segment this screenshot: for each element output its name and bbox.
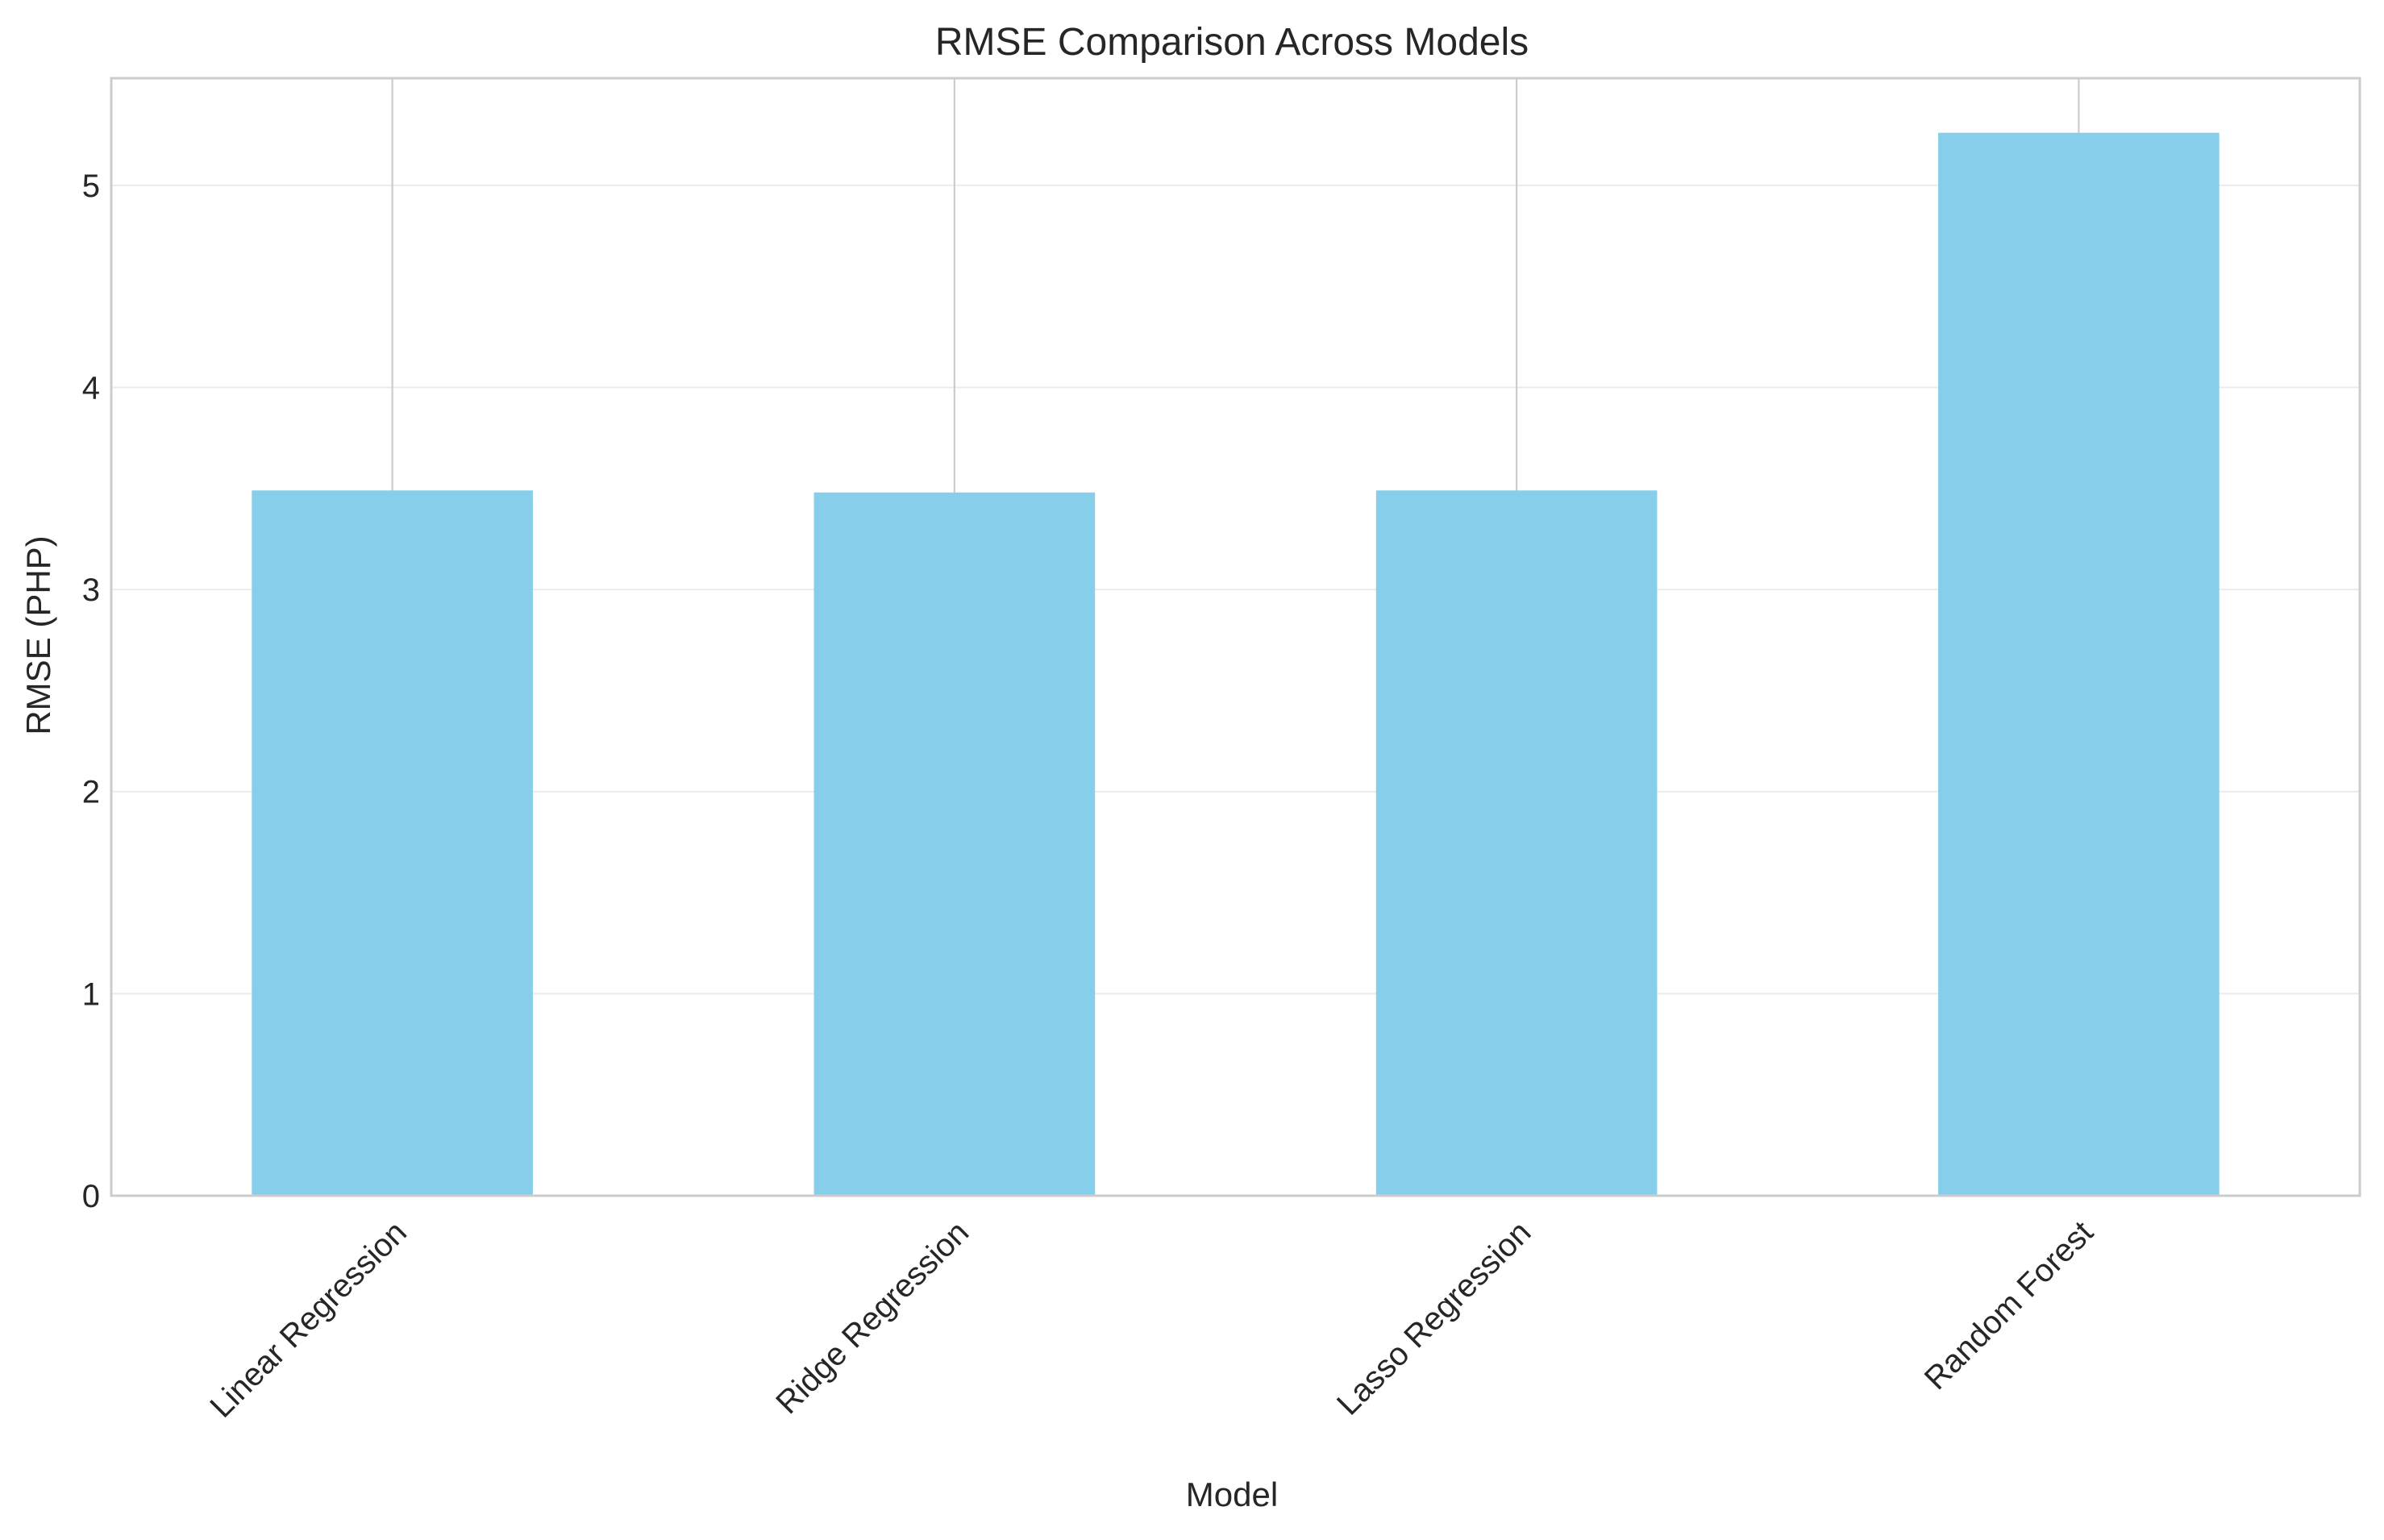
x-tick-label: Random Forest xyxy=(1918,1214,2100,1396)
y-tick-label: 2 xyxy=(82,775,100,810)
chart-title: RMSE Comparison Across Models xyxy=(935,21,1529,64)
bar xyxy=(1938,132,2220,1196)
x-tick-label: Lasso Regression xyxy=(1330,1214,1538,1422)
bar xyxy=(252,490,533,1196)
bar xyxy=(813,492,1096,1196)
y-tick-label: 3 xyxy=(82,572,100,608)
y-axis-ticks: 0 1 2 3 4 5 xyxy=(82,169,100,1214)
x-axis-ticks: Linear Regression Ridge Regression Lasso R… xyxy=(203,1214,2099,1425)
x-tick-label: Ridge Regression xyxy=(769,1214,976,1421)
y-axis-label: RMSE (PHP) xyxy=(19,535,57,735)
x-axis-label: Model xyxy=(1186,1475,1278,1513)
y-tick-label: 0 xyxy=(82,1179,100,1214)
x-tick-label: Linear Regression xyxy=(203,1214,414,1425)
vertical-gridlines xyxy=(391,78,2080,1196)
bar-series xyxy=(252,132,2220,1196)
y-tick-label: 4 xyxy=(82,370,100,406)
plot-frame xyxy=(110,77,2361,1197)
bar xyxy=(1375,490,1658,1196)
y-tick-label: 1 xyxy=(82,976,100,1012)
y-tick-label: 5 xyxy=(82,169,100,204)
